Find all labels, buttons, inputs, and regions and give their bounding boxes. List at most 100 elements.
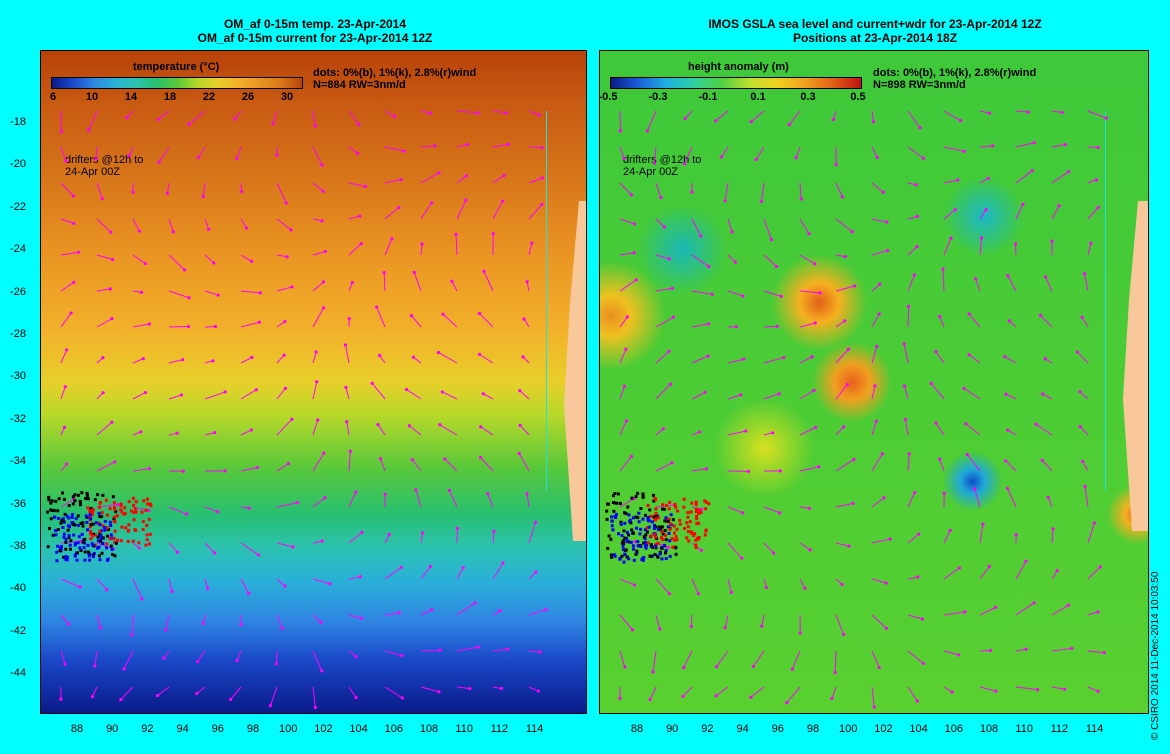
current-vector xyxy=(204,578,209,589)
current-vector xyxy=(456,175,467,184)
vector-head xyxy=(885,248,890,253)
current-vector xyxy=(483,393,494,400)
vector-head xyxy=(1038,313,1043,317)
vector-head xyxy=(63,385,67,389)
vector-head xyxy=(700,507,704,511)
vector-head xyxy=(506,647,510,651)
current-vector xyxy=(752,650,765,667)
current-vector xyxy=(456,567,464,580)
drifter-point xyxy=(654,525,658,529)
latitude-tick-label: -40 xyxy=(10,582,26,595)
current-vector xyxy=(942,269,945,292)
current-vector xyxy=(907,492,916,508)
current-vector xyxy=(96,218,112,233)
longitude-tick-label: 102 xyxy=(314,723,333,735)
drifter-point xyxy=(656,555,660,559)
current-vector xyxy=(348,491,357,508)
drifter-point xyxy=(618,501,622,505)
drifter-point xyxy=(643,536,647,540)
current-vector xyxy=(907,246,918,256)
vector-head xyxy=(915,214,920,219)
vector-head xyxy=(704,467,709,471)
drifter-point xyxy=(50,499,54,503)
drifter-point xyxy=(693,532,697,536)
current-vector xyxy=(799,356,813,364)
vector-head xyxy=(1046,495,1050,500)
current-vector xyxy=(312,110,316,126)
current-vector xyxy=(965,423,981,436)
drifter-point xyxy=(101,493,105,497)
current-vector xyxy=(799,542,811,551)
drifter-point xyxy=(612,553,616,557)
drifter-point xyxy=(673,538,677,542)
drifter-point xyxy=(147,542,151,546)
current-vector xyxy=(479,353,494,364)
drifter-point xyxy=(611,501,615,505)
current-vector xyxy=(943,238,952,256)
vector-head xyxy=(967,312,971,316)
current-vector xyxy=(240,356,253,364)
drifter-point xyxy=(618,557,622,561)
vector-head xyxy=(244,226,249,230)
vector-head xyxy=(477,352,482,356)
vector-head xyxy=(1070,646,1074,651)
drifter-point xyxy=(674,505,678,509)
vector-head xyxy=(525,280,529,284)
current-vector xyxy=(763,393,780,400)
current-vector xyxy=(835,320,845,328)
vector-head xyxy=(455,526,459,530)
vector-head xyxy=(127,154,131,158)
current-vector xyxy=(979,209,987,220)
longitude-tick-label: 100 xyxy=(279,723,298,735)
vector-head xyxy=(632,251,636,255)
current-vector xyxy=(968,354,981,364)
current-vector xyxy=(691,254,710,267)
vector-head xyxy=(1055,569,1059,573)
vector-head xyxy=(777,392,781,396)
drifter-point xyxy=(631,544,635,548)
vector-head xyxy=(464,198,468,202)
vector-head xyxy=(139,430,143,434)
current-vector xyxy=(204,218,210,230)
vector-head xyxy=(207,227,211,231)
drifter-point xyxy=(646,518,650,522)
vector-head xyxy=(1089,241,1093,245)
drifter-point xyxy=(57,497,61,501)
vector-head xyxy=(407,424,411,428)
current-vector xyxy=(276,542,294,548)
current-vector xyxy=(92,686,98,697)
vector-head xyxy=(730,230,734,234)
drifter-point xyxy=(106,528,110,532)
drifter-point xyxy=(103,519,107,523)
vector-head xyxy=(841,632,846,637)
current-vector xyxy=(456,646,479,652)
drifter-point xyxy=(620,554,624,558)
current-vector xyxy=(653,146,657,164)
vector-head xyxy=(817,465,821,469)
vector-head xyxy=(247,506,251,510)
vector-head xyxy=(903,417,907,422)
drifter-point xyxy=(64,555,68,559)
latitude-tick-label: -32 xyxy=(10,412,26,425)
longitude-tick-label: 102 xyxy=(874,723,893,735)
vector-head xyxy=(740,556,744,560)
vector-head xyxy=(751,664,755,669)
vector-head xyxy=(157,160,161,164)
longitude-tick-label: 108 xyxy=(419,723,439,735)
vector-head xyxy=(113,460,117,464)
current-vector xyxy=(619,420,627,436)
vector-head xyxy=(313,124,317,128)
drifter-point xyxy=(697,521,701,525)
current-vector xyxy=(691,355,709,364)
current-vector xyxy=(1087,650,1105,654)
vector-head xyxy=(723,626,727,630)
current-vector xyxy=(799,290,821,294)
vector-head xyxy=(216,293,220,297)
current-vector xyxy=(1004,356,1017,364)
current-vector xyxy=(204,506,218,513)
drifter-point xyxy=(110,547,114,551)
drifter-point xyxy=(606,502,610,506)
vector-head xyxy=(629,454,634,458)
vector-head xyxy=(137,546,141,550)
drifter-point xyxy=(654,544,658,548)
